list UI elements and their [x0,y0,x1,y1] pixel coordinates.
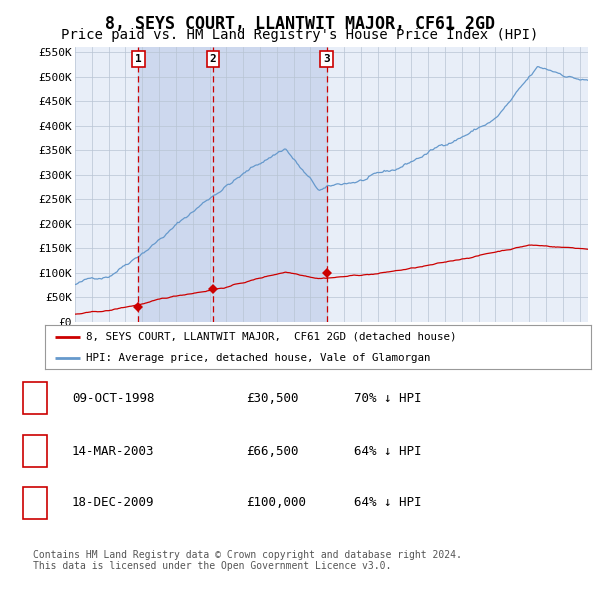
Text: 64% ↓ HPI: 64% ↓ HPI [354,445,421,458]
Text: 1: 1 [135,54,142,64]
Text: 09-OCT-1998: 09-OCT-1998 [72,392,155,405]
Text: £30,500: £30,500 [246,392,299,405]
Text: £66,500: £66,500 [246,445,299,458]
Text: 64% ↓ HPI: 64% ↓ HPI [354,496,421,509]
Text: HPI: Average price, detached house, Vale of Glamorgan: HPI: Average price, detached house, Vale… [86,353,430,363]
Text: 8, SEYS COURT, LLANTWIT MAJOR,  CF61 2GD (detached house): 8, SEYS COURT, LLANTWIT MAJOR, CF61 2GD … [86,332,457,342]
Text: 70% ↓ HPI: 70% ↓ HPI [354,392,421,405]
Bar [139,47,213,322]
Text: Contains HM Land Registry data © Crown copyright and database right 2024.
This d: Contains HM Land Registry data © Crown c… [33,550,462,572]
Text: 1: 1 [32,392,39,405]
Bar [213,47,326,322]
Text: £100,000: £100,000 [246,496,306,509]
Text: 3: 3 [32,496,39,509]
Text: 18-DEC-2009: 18-DEC-2009 [72,496,155,509]
Text: 14-MAR-2003: 14-MAR-2003 [72,445,155,458]
Text: 8, SEYS COURT, LLANTWIT MAJOR, CF61 2GD: 8, SEYS COURT, LLANTWIT MAJOR, CF61 2GD [105,15,495,33]
Text: 3: 3 [323,54,330,64]
Text: 2: 2 [209,54,216,64]
Text: 2: 2 [32,445,39,458]
Text: Price paid vs. HM Land Registry's House Price Index (HPI): Price paid vs. HM Land Registry's House … [61,28,539,42]
